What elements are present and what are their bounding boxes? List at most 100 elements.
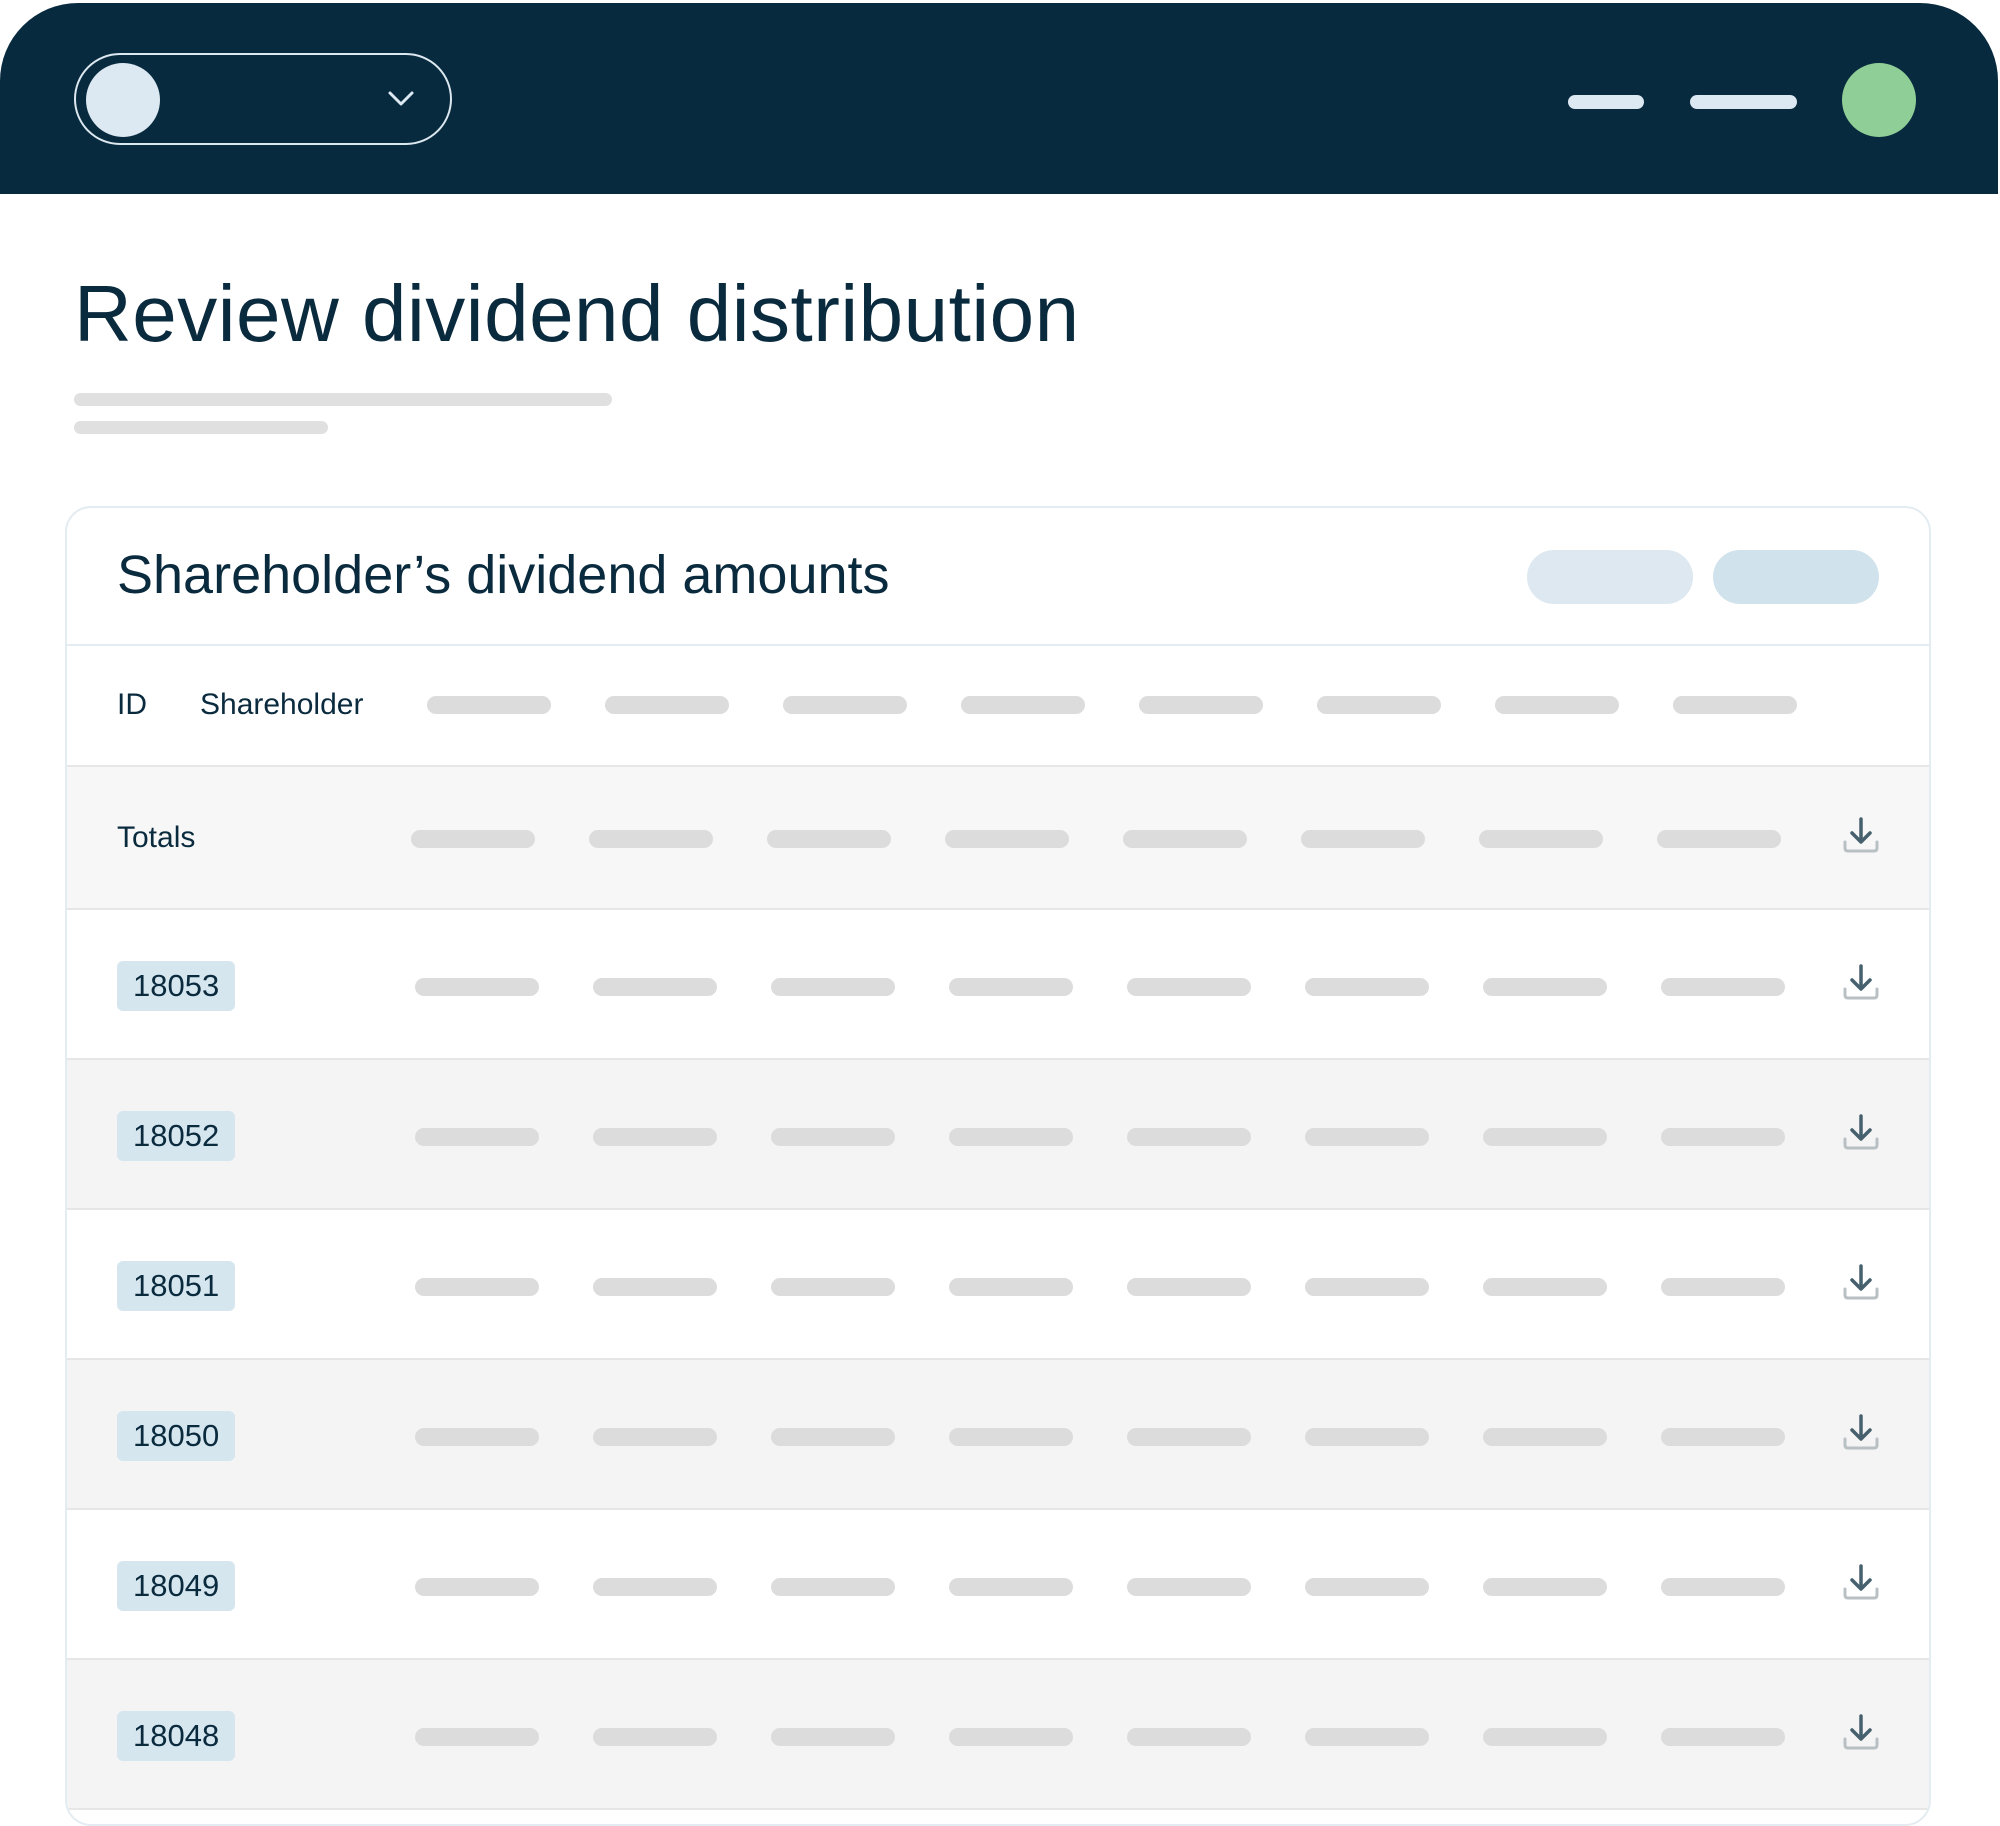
value-placeholder <box>949 1578 1073 1596</box>
table-header-row: ID Shareholder <box>67 644 1929 767</box>
value-placeholder <box>415 978 539 996</box>
subtitle-placeholder <box>74 393 612 406</box>
value-placeholder <box>1305 978 1429 996</box>
value-placeholder <box>593 1578 717 1596</box>
value-placeholder <box>1661 1578 1785 1596</box>
value-placeholder <box>949 1428 1073 1446</box>
value-placeholder <box>1317 696 1441 714</box>
card-title: Shareholder’s dividend amounts <box>117 545 890 605</box>
nav-link[interactable] <box>1690 95 1797 109</box>
value-placeholder <box>1305 1278 1429 1296</box>
card-action-button[interactable] <box>1713 550 1879 604</box>
value-placeholder <box>1483 1128 1607 1146</box>
value-placeholder <box>593 1278 717 1296</box>
value-placeholder <box>1479 830 1603 848</box>
value-placeholder <box>1657 830 1781 848</box>
value-placeholder <box>783 696 907 714</box>
download-icon[interactable] <box>1841 1412 1881 1452</box>
table-row[interactable]: 18048 <box>67 1660 1929 1810</box>
value-placeholder <box>415 1728 539 1746</box>
shareholder-id-badge[interactable]: 18053 <box>117 961 236 1011</box>
download-icon[interactable] <box>1841 1262 1881 1302</box>
download-icon[interactable] <box>1841 1562 1881 1602</box>
nav-link[interactable] <box>1568 95 1644 109</box>
value-placeholder <box>1661 1128 1785 1146</box>
value-placeholder <box>1661 1428 1785 1446</box>
value-placeholder <box>1127 1278 1251 1296</box>
table-row[interactable]: 18052 <box>67 1060 1929 1210</box>
top-navigation-bar <box>0 3 1998 194</box>
value-placeholder <box>427 696 551 714</box>
value-placeholder <box>593 1128 717 1146</box>
totals-row: Totals <box>67 767 1929 910</box>
table-row[interactable]: 18050 <box>67 1360 1929 1510</box>
card-header: Shareholder’s dividend amounts <box>67 508 1929 646</box>
value-placeholder <box>949 1278 1073 1296</box>
value-placeholder <box>1123 830 1247 848</box>
shareholder-id-badge[interactable]: 18050 <box>117 1411 236 1461</box>
value-placeholder <box>1483 1278 1607 1296</box>
value-placeholder <box>1305 1728 1429 1746</box>
table-row[interactable]: 18051 <box>67 1210 1929 1360</box>
value-placeholder <box>589 830 713 848</box>
value-placeholder <box>415 1128 539 1146</box>
value-placeholder <box>961 696 1085 714</box>
shareholder-id-badge[interactable]: 18049 <box>117 1561 236 1611</box>
value-placeholder <box>949 1728 1073 1746</box>
column-header-id: ID <box>117 688 147 721</box>
value-placeholder <box>945 830 1069 848</box>
value-placeholder <box>1305 1128 1429 1146</box>
value-placeholder <box>1301 830 1425 848</box>
download-icon[interactable] <box>1841 1112 1881 1152</box>
shareholder-id-badge[interactable]: 18052 <box>117 1111 236 1161</box>
page-title: Review dividend distribution <box>74 269 1080 358</box>
value-placeholder <box>771 1428 895 1446</box>
value-placeholder <box>771 1278 895 1296</box>
value-placeholder <box>1305 1428 1429 1446</box>
account-switcher[interactable] <box>74 53 452 145</box>
value-placeholder <box>415 1278 539 1296</box>
user-avatar[interactable] <box>1842 63 1916 137</box>
card-action-button[interactable] <box>1527 550 1693 604</box>
totals-label: Totals <box>117 821 196 854</box>
download-icon[interactable] <box>1841 962 1881 1002</box>
value-placeholder <box>593 1728 717 1746</box>
shareholder-id-badge[interactable]: 18051 <box>117 1261 236 1311</box>
value-placeholder <box>771 1578 895 1596</box>
value-placeholder <box>415 1428 539 1446</box>
value-placeholder <box>1127 1428 1251 1446</box>
dividend-amounts-card: Shareholder’s dividend amounts ID Shareho… <box>65 506 1931 1826</box>
value-placeholder <box>771 1728 895 1746</box>
value-placeholder <box>1661 978 1785 996</box>
value-placeholder <box>949 978 1073 996</box>
value-placeholder <box>1127 1728 1251 1746</box>
value-placeholder <box>1661 1278 1785 1296</box>
table-row[interactable]: 18049 <box>67 1510 1929 1660</box>
value-placeholder <box>593 978 717 996</box>
table-row[interactable]: 18053 <box>67 910 1929 1060</box>
value-placeholder <box>1127 978 1251 996</box>
value-placeholder <box>771 1128 895 1146</box>
shareholder-id-badge[interactable]: 18048 <box>117 1711 236 1761</box>
value-placeholder <box>415 1578 539 1596</box>
value-placeholder <box>1127 1578 1251 1596</box>
subtitle-placeholder <box>74 421 328 434</box>
value-placeholder <box>1483 1578 1607 1596</box>
download-icon[interactable] <box>1841 815 1881 855</box>
value-placeholder <box>1483 978 1607 996</box>
value-placeholder <box>605 696 729 714</box>
value-placeholder <box>771 978 895 996</box>
value-placeholder <box>949 1128 1073 1146</box>
value-placeholder <box>1673 696 1797 714</box>
value-placeholder <box>593 1428 717 1446</box>
value-placeholder <box>1305 1578 1429 1596</box>
chevron-down-icon <box>388 91 414 106</box>
value-placeholder <box>1661 1728 1785 1746</box>
value-placeholder <box>1483 1728 1607 1746</box>
column-header-shareholder: Shareholder <box>200 688 364 721</box>
value-placeholder <box>1139 696 1263 714</box>
value-placeholder <box>767 830 891 848</box>
download-icon[interactable] <box>1841 1712 1881 1752</box>
value-placeholder <box>1483 1428 1607 1446</box>
value-placeholder <box>1495 696 1619 714</box>
